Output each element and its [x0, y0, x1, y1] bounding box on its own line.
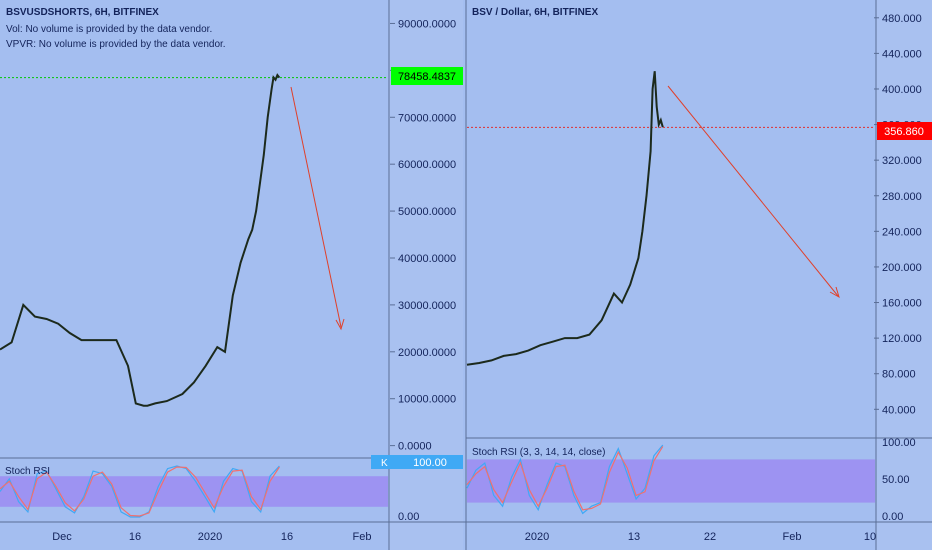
right-x-tick-label: 13: [628, 531, 640, 543]
right-y-ticks: 40.000 80.000 120.000 160.000 200.000 240.000…: [874, 13, 922, 523]
right-x-tick-label: Feb: [783, 531, 802, 543]
right-stoch-tick-label: 50.00: [882, 474, 910, 486]
left-price-badge-text: 78458.4837: [398, 71, 456, 83]
left-x-tick-label: 16: [129, 531, 141, 543]
right-y-tick-label: 480.000: [882, 13, 922, 25]
right-stoch-tick-label: 0.00: [882, 511, 903, 523]
left-y-tick-label: 30000.0000: [398, 300, 456, 312]
right-y-tick-label: 240.000: [882, 226, 922, 238]
right-stoch-d-line: [466, 446, 664, 511]
left-x-tick-label: Feb: [353, 531, 372, 543]
right-y-tick-label: 80.000: [882, 369, 916, 381]
right-y-tick-label: 120.000: [882, 333, 922, 345]
left-x-tick-label: Dec: [52, 531, 72, 543]
left-y-tick-label: 60000.0000: [398, 159, 456, 171]
right-y-tick-label: 400.000: [882, 84, 922, 96]
right-indicator-label: Stoch RSI (3, 3, 14, 14, close): [472, 447, 605, 458]
left-y-tick-label: 10000.0000: [398, 394, 456, 406]
right-price-axis: [876, 0, 932, 550]
right-stoch-band: [467, 459, 875, 503]
right-price-badge-text: 356.860: [884, 126, 924, 138]
left-vpvr-notice: VPVR: No volume is provided by the data …: [6, 39, 226, 50]
left-x-ticks: Dec 16 2020 16 Feb: [52, 531, 371, 543]
left-indicator-label: Stoch RSI: [5, 466, 50, 477]
left-price-series: [0, 73, 281, 407]
left-y-tick-label: 70000.0000: [398, 112, 456, 124]
left-y-tick-label: 90000.0000: [398, 18, 456, 30]
left-arrow-head: [335, 318, 345, 331]
left-y-tick-label: 0.0000: [398, 441, 432, 453]
left-chart-title: BSVUSDSHORTS, 6H, BITFINEX: [6, 7, 159, 18]
left-k-badge-letter: K: [381, 458, 388, 469]
left-stoch-tick-label: 0.00: [398, 511, 419, 523]
right-chart-title: BSV / Dollar, 6H, BITFINEX: [472, 7, 598, 18]
left-k-badge-value: 100.00: [413, 457, 447, 469]
right-y-tick-label: 320.000: [882, 155, 922, 167]
right-y-tick-label: 440.000: [882, 48, 922, 60]
right-y-tick-label: 160.000: [882, 298, 922, 310]
right-arrow-head: [829, 286, 840, 299]
right-stoch-tick-label: 100.00: [882, 437, 916, 449]
left-y-tick-label: 50000.0000: [398, 206, 456, 218]
right-price-badge: [877, 122, 932, 140]
right-price-series: [466, 71, 664, 366]
right-x-tick-label: 22: [704, 531, 716, 543]
left-stoch-k-line: [0, 465, 280, 518]
left-x-tick-label: 2020: [198, 531, 222, 543]
right-x-ticks: 2020 13 22 Feb 10: [525, 531, 876, 543]
left-price-badge: [391, 67, 463, 85]
right-x-tick-label: 2020: [525, 531, 549, 543]
left-x-tick-label: 16: [281, 531, 293, 543]
left-y-tick-label: 20000.0000: [398, 347, 456, 359]
left-k-badge: [371, 455, 463, 469]
left-y-tick-label: 40000.0000: [398, 253, 456, 265]
right-y-tick-label: 200.000: [882, 262, 922, 274]
right-down-arrow[interactable]: [667, 85, 839, 297]
right-y-tick-label: 40.000: [882, 404, 916, 416]
right-x-tick-label: 10: [864, 531, 876, 543]
left-down-arrow[interactable]: [290, 86, 342, 328]
left-vol-notice: Vol: No volume is provided by the data v…: [6, 24, 212, 35]
left-stoch-d-line: [0, 466, 280, 517]
right-y-tick-label: 280.000: [882, 191, 922, 203]
